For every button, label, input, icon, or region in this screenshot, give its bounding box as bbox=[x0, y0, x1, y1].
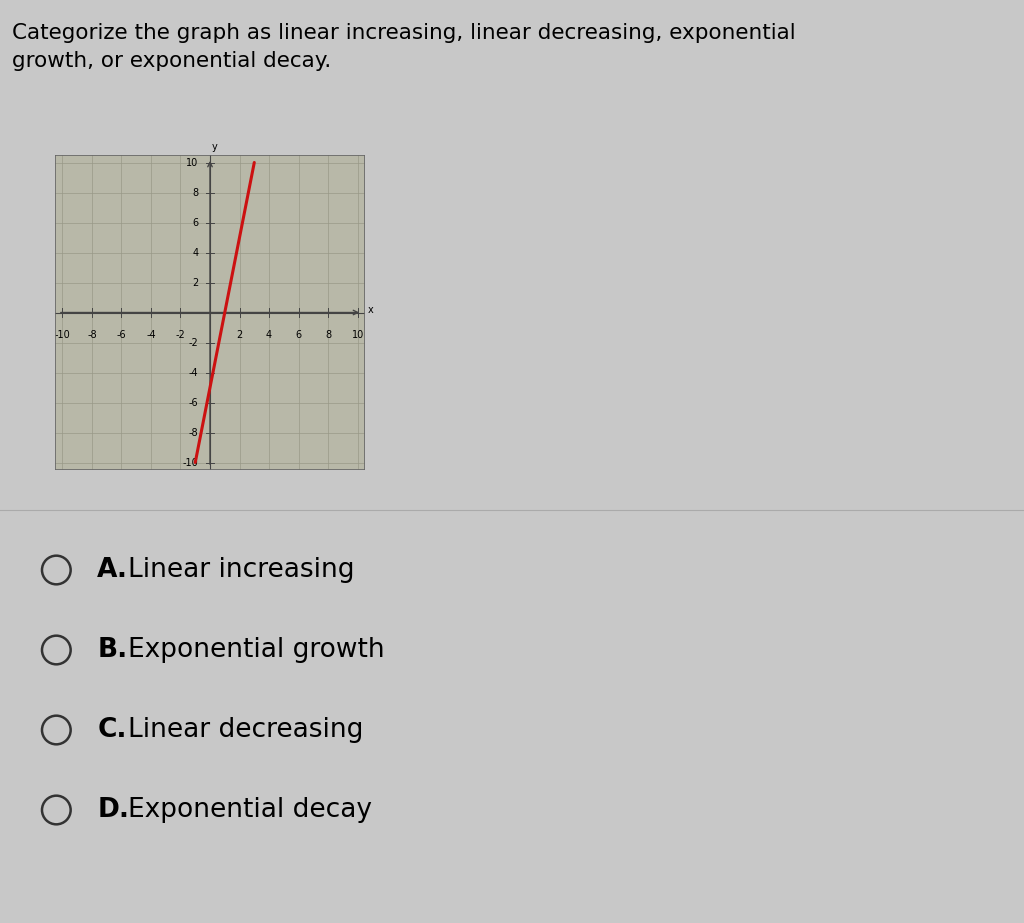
Text: 8: 8 bbox=[325, 330, 331, 341]
Text: -6: -6 bbox=[117, 330, 126, 341]
Text: A.: A. bbox=[97, 557, 128, 583]
Text: 4: 4 bbox=[266, 330, 272, 341]
Text: -2: -2 bbox=[175, 330, 185, 341]
Text: Exponential decay: Exponential decay bbox=[128, 797, 372, 823]
Text: x: x bbox=[368, 306, 374, 316]
Text: 4: 4 bbox=[193, 247, 199, 258]
Text: 8: 8 bbox=[193, 187, 199, 198]
Text: Linear decreasing: Linear decreasing bbox=[128, 717, 364, 743]
Text: y: y bbox=[212, 142, 217, 152]
Text: 6: 6 bbox=[296, 330, 302, 341]
Text: growth, or exponential decay.: growth, or exponential decay. bbox=[12, 51, 332, 71]
Text: -10: -10 bbox=[182, 458, 199, 468]
Text: -8: -8 bbox=[87, 330, 96, 341]
Text: B.: B. bbox=[97, 637, 128, 663]
Text: -8: -8 bbox=[188, 427, 199, 438]
Text: Linear increasing: Linear increasing bbox=[128, 557, 354, 583]
Text: -10: -10 bbox=[54, 330, 71, 341]
Text: -6: -6 bbox=[188, 398, 199, 407]
Text: -4: -4 bbox=[146, 330, 156, 341]
Text: 10: 10 bbox=[351, 330, 364, 341]
Text: 2: 2 bbox=[191, 278, 199, 287]
Text: Categorize the graph as linear increasing, linear decreasing, exponential: Categorize the graph as linear increasin… bbox=[12, 23, 796, 43]
Text: 2: 2 bbox=[237, 330, 243, 341]
Text: -2: -2 bbox=[188, 338, 199, 347]
Text: C.: C. bbox=[97, 717, 127, 743]
Text: D.: D. bbox=[97, 797, 129, 823]
Bar bbox=[55, 155, 365, 470]
Text: 6: 6 bbox=[193, 218, 199, 227]
Text: -4: -4 bbox=[188, 367, 199, 378]
Text: 10: 10 bbox=[186, 158, 199, 167]
Text: Exponential growth: Exponential growth bbox=[128, 637, 385, 663]
